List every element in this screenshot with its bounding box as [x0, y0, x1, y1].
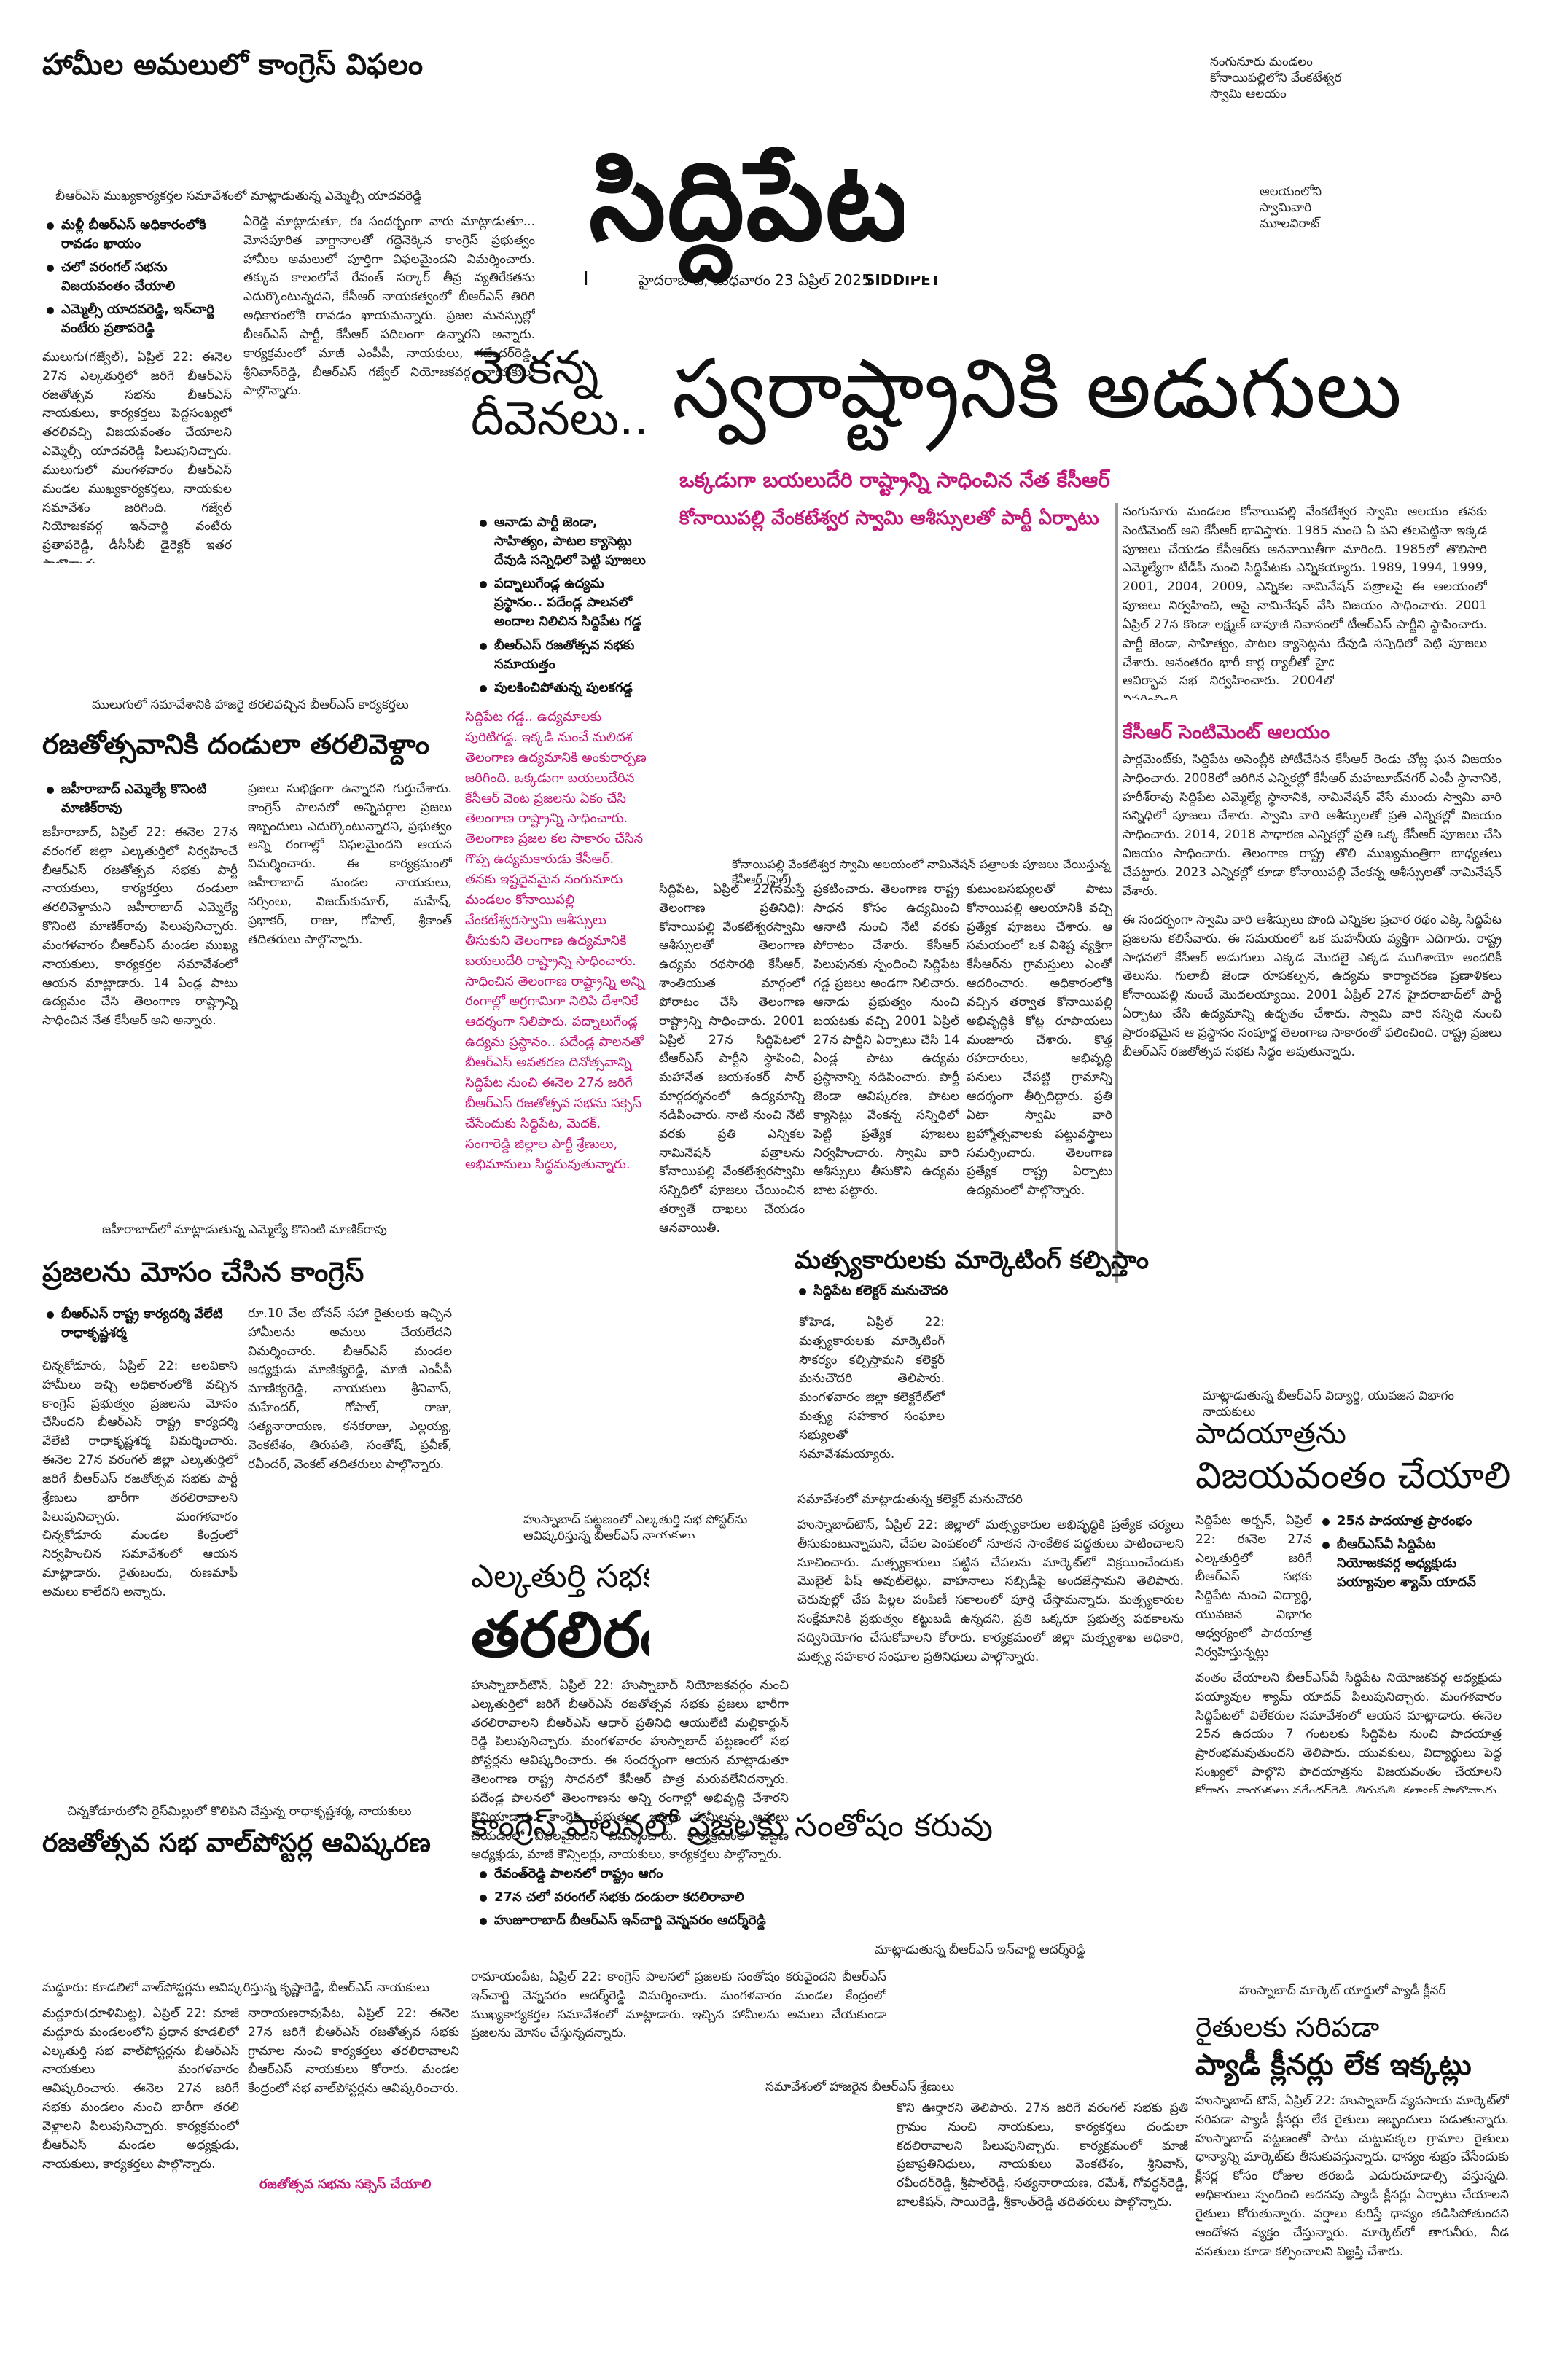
story4-headline: మత్స్యకారులకు మార్కెటింగ్ కల్పిస్తాం	[795, 1246, 1149, 1275]
story8-bullets: రేవంత్‌రెడ్డి పాలనలో రాష్ట్రం ఆగం 27న చల…	[478, 1865, 770, 1935]
story8-col1: రామాయంపేట, ఏప్రిల్ 22: కాంగ్రెస్ పాలనలో …	[471, 1970, 886, 2041]
byline: జహీరాబాద్ ఎమ్మెల్యే కొనింటి మాణిక్‌రావు	[45, 780, 235, 818]
story1-bullets: మళ్లీ బీఆర్ఎస్ అధికారంలోకి రావడం ఖాయం చల…	[45, 216, 235, 343]
story1-caption: బీఆర్ఎస్ ముఖ్యకార్యకర్తల సమావేశంలో మాట్ల…	[55, 189, 422, 203]
bullet: 27న చలో వరంగల్ సభకు దండులా కదలిరావాలి	[478, 1888, 770, 1907]
column-rule	[1115, 503, 1118, 1283]
story6-photo	[1195, 1254, 1502, 1378]
byline: సిద్దిపేట కలెక్టర్ మనుచౌదరి	[797, 1281, 1104, 1300]
main-col-f: ఈ సందర్భంగా స్వామి వారి ఆశీస్సులు పొంది …	[1123, 913, 1502, 1059]
story8-col3: కొని ఊర్తారని తెలిపారు. 27న జరిగే వరంగల్…	[897, 2101, 1188, 2210]
main-col-b: ప్రకటించారు. తెలంగాణ రాష్ట్ర సాధన కోసం ఉ…	[813, 882, 959, 1198]
story7-col1: మద్దూరు(ధూళిమిట్ట), ఏప్రిల్ 22: మాజీ మద్…	[42, 2006, 239, 2172]
story6-caption: మాట్లాడుతున్న బీఆర్ఎస్ విద్యార్థి, యువజన…	[1203, 1389, 1455, 1420]
story7-caption: చిన్నకోడూరులోని రైస్‌మిల్లులో కొలిపిని చ…	[67, 1804, 412, 1819]
story4-photo2	[951, 1312, 1162, 1487]
bullet: చలో వరంగల్ సభను విజయవంతం చేయాలి	[45, 258, 235, 296]
story2-byline: జహీరాబాద్ ఎమ్మెల్యే కొనింటి మాణిక్‌రావు	[45, 780, 235, 822]
story9-photo	[1195, 1808, 1502, 1977]
story7-photo	[42, 1691, 462, 1793]
main-kicker: వెంకన్న దీవెనలు..	[471, 341, 649, 447]
bullet: పద్నాలుగేండ్ల ఉద్యమ ప్రస్థానం.. పదేండ్ల …	[478, 574, 653, 631]
story8-photo2-caption: సమావేశంలో హాజరైన బీఆర్ఎస్ శ్రేణులు	[765, 2080, 955, 2094]
story7-photo2	[42, 1866, 462, 1975]
story4-photo1	[471, 1312, 790, 1458]
story9-headline: ప్యాడీ క్లీనర్లు లేక ఇక్కట్లు	[1195, 2048, 1472, 2082]
story3-col2: రూ.10 వేల బోనస్ సహా రైతులకు ఇచ్చిన హామీల…	[248, 1306, 452, 1472]
story4-caption: సమావేశంలో మాట్లాడుతున్న కలెక్టర్ మనుచౌదర…	[797, 1492, 1023, 1507]
bullet: రేవంత్‌రెడ్డి పాలనలో రాష్ట్రం ఆగం	[478, 1865, 770, 1884]
kcr-photo	[1334, 649, 1509, 709]
story3-col1: చిన్నకోడూరు, ఏప్రిల్ 22: అలవికాని హామీలు…	[42, 1359, 238, 1599]
masthead-title: సిద్దిపేట	[589, 137, 911, 265]
bullet: ఎమ్మెల్సీ యాదవరెడ్డి, ఇన్‌చార్జి వంటేరు …	[45, 300, 235, 338]
story7-photo-caption: మద్దూరు: కూడలిలో వాల్‌పోస్టర్లను ఆవిష్కర…	[42, 1981, 430, 1995]
story3-byline: బీఆర్ఎస్ రాష్ట్ర కార్యదర్శి వేలేటి రాధాక…	[45, 1305, 235, 1347]
story7-headline: రజతోత్సవ సభ వాల్‌పోస్టర్ల ఆవిష్కరణ	[42, 1828, 431, 1858]
story3-photo	[42, 1067, 462, 1213]
main-col-a: సిద్దిపేట, ఏప్రిల్ 22(నమస్తే తెలంగాణ ప్ర…	[659, 882, 805, 1236]
story6-kicker: పాదయాత్రను	[1195, 1417, 1346, 1451]
bullet: ఆనాడు పార్టీ జెండా, సాహిత్యం, పాటల క్యాస…	[478, 513, 653, 570]
story9-body: హుస్నాబాద్ టౌన్, ఏప్రిల్ 22: హుస్నాబాద్ …	[1195, 2094, 1509, 2259]
story1-col2: ఏరెడ్డి మాట్లాడుతూ, ఈ సందర్భంగా వారు మాట…	[243, 214, 535, 399]
story6-headline: విజయవంతం చేయాలి	[1195, 1454, 1511, 1497]
main-photo-caption: కోనాయిపల్లి వేంకటేశ్వర స్వామి ఆలయంలో నామ…	[732, 857, 1111, 886]
main-sub1: ఒక్కడుగా బయలుదేరి రాష్ట్రాన్ని సాధించిన …	[679, 468, 1110, 492]
bullet: హుజూరాబాద్ బీఆర్ఎస్ ఇన్‌చార్జి వెన్నవరం …	[478, 1911, 770, 1930]
story1-col1: ములుగు(గజ్వేల్), ఏప్రిల్ 22: ఈనెల 27న ఎల…	[42, 350, 232, 563]
deity-caption: ఆలయంలోని స్వామివారి మూలవిరాట్	[1260, 184, 1322, 232]
story8-caption: మాట్లాడుతున్న బీఆర్ఎస్ ఇన్‌చార్జి ఆదర్శ్…	[875, 1943, 1085, 1957]
masthead-dateline: హైదరాబాద్, బుధవారం 23 ఏప్రిల్ 2025	[639, 271, 871, 289]
story9-caption: హుస్నాబాద్ మార్కెట్ యార్డులో ప్యాడీ క్లీ…	[1239, 1983, 1446, 1998]
story6-bullets: 25న పాదయాత్ర ప్రారంభం బీఆర్ఎస్‌వీ సిద్ది…	[1321, 1512, 1503, 1596]
bullet: 25న పాదయాత్ర ప్రారంభం	[1321, 1512, 1503, 1531]
bullet: బీఆర్ఎస్‌వీ సిద్దిపేట నియోజకవర్గ అధ్యక్ష…	[1321, 1535, 1503, 1592]
story2-caption: ములుగులో సమావేశానికి హాజరై తరలివచ్చిన బీ…	[92, 698, 409, 712]
story9-kicker: రైతులకు సరిపడా	[1195, 2011, 1380, 2043]
story5-kicker: ఎల్కతుర్తి సభకు	[471, 1558, 671, 1595]
story2-photo	[42, 576, 462, 692]
story6-col1: సిద్దిపేట అర్బన్, ఏప్రిల్ 22: ఈనెల 27న ఎ…	[1195, 1513, 1312, 1665]
main-headline: స్వరాష్ట్రానికి అడుగులు	[672, 342, 1402, 437]
deity-photo	[1217, 41, 1509, 276]
bullet: మళ్లీ బీఆర్ఎస్ అధికారంలోకి రావడం ఖాయం	[45, 216, 235, 254]
main-bullets: ఆనాడు పార్టీ జెండా, సాహిత్యం, పాటల క్యాస…	[478, 513, 653, 702]
story4-col1: కోహెడ, ఏప్రిల్ 22: మత్స్యకారులకు మార్కెట…	[799, 1315, 945, 1462]
main-sidebox: సిద్దిపేట గడ్డ.. ఉద్యమాలకు పురిటిగడ్డ. ఇ…	[465, 709, 647, 1172]
bullet: బీఆర్ఎస్ రజతోత్సవ సభకు సమాయత్తం	[478, 636, 653, 674]
byline: బీఆర్ఎస్ రాష్ట్ర కార్యదర్శి వేలేటి రాధాక…	[45, 1305, 235, 1343]
story4-byline: సిద్దిపేట కలెక్టర్ మనుచౌదరి	[797, 1281, 1104, 1305]
story8-photo	[787, 1857, 1086, 1938]
story7-col2: నారాయణరావుపేట, ఏప్రిల్ 22: ఈనెల 27న జరిగ…	[248, 2006, 459, 2096]
story2-headline: రజతోత్సవానికి దండులా తరలివెళ్దాం	[42, 728, 430, 760]
story4-col3: హుస్నాబాద్‌టౌన్, ఏప్రిల్ 22: జిల్లాలో మత…	[797, 1518, 1184, 1664]
main-col-e: కుటుంబసభ్యులతో పాటు కోనాయిపల్లి ఆలయానికి…	[967, 882, 1112, 1198]
masthead-marker: I	[583, 268, 589, 290]
story6-col2: వంతం చేయాలని బీఆర్ఎస్‌వీ సిద్దిపేట నియోజ…	[1195, 1671, 1502, 1793]
bullet: పులకించిపోతున్న పులకగడ్డ	[478, 679, 653, 698]
main-side-photo	[469, 525, 655, 1283]
main-photo-top	[471, 450, 678, 496]
temple-caption: నంగునూరు మండలం కోనాయిపల్లిలోని వేంకటేశ్వ…	[1210, 55, 1342, 102]
story5-body: హుస్నాబాద్‌టౌన్, ఏప్రిల్ 22: హుస్నాబాద్ …	[471, 1678, 789, 1862]
main-side-head: కేసీఆర్ సెంటిమెంట్ ఆలయం	[1123, 722, 1330, 744]
temple-photo	[904, 41, 1195, 276]
main-photo	[660, 539, 1111, 853]
story1-headline: హామీల అమలులో కాంగ్రెస్ విఫలం	[42, 48, 424, 82]
story7-pink-label: రజతోత్సవ సభను సక్సెస్ చేయాలి	[260, 2177, 432, 2192]
story5-photo	[649, 1538, 792, 1677]
main-sub2: కోనాయిపల్లి వేంకటేశ్వర స్వామి ఆశీస్సులతో…	[679, 507, 1099, 529]
story1-inset-photo	[42, 213, 225, 334]
story8-headline: కాంగ్రెస్ పాలనలో ప్రజలకు సంతోషం కరువు	[471, 1807, 994, 1844]
main-col-d: పార్లమెంట్‌కు, సిద్దిపేట అసెంబ్లీకి పోటీ…	[1123, 752, 1502, 899]
story2-col2: ప్రజలు సుభిక్షంగా ఉన్నారని గుర్తుచేశారు.…	[248, 781, 452, 947]
story3-caption: జహీరాబాద్‌లో మాట్లాడుతున్న ఎమ్మెల్యే కొన…	[102, 1222, 387, 1237]
story2-col1: జహీరాబాద్, ఏప్రిల్ 22: ఈనెల 27న వరంగల్ జ…	[42, 825, 238, 1029]
story3-headline: ప్రజలను మోసం చేసిన కాంగ్రెస్	[42, 1256, 364, 1288]
story1-photo	[42, 92, 443, 182]
